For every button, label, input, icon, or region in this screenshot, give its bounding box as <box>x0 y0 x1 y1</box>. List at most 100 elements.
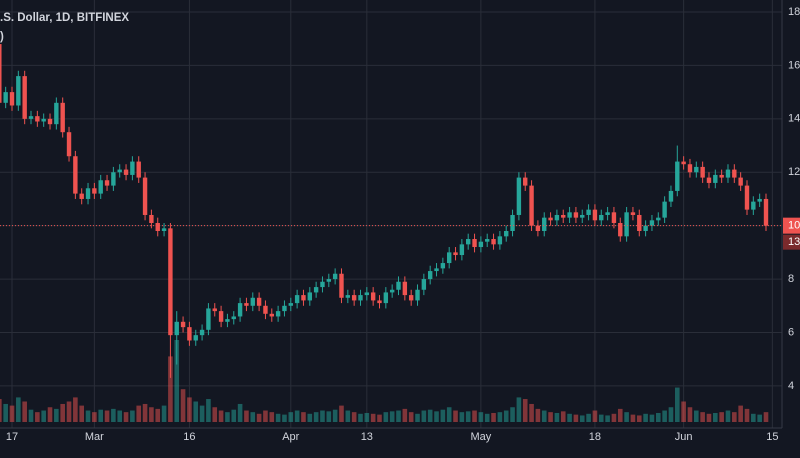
candle-body <box>510 214 515 232</box>
volume-bar <box>332 409 338 422</box>
candle-body <box>491 239 496 245</box>
volume-bar <box>231 409 237 422</box>
volume-bar <box>66 401 72 422</box>
volume-bar <box>592 410 598 422</box>
candle-body <box>130 161 135 175</box>
candle-body <box>681 161 686 165</box>
volume-bar <box>630 414 636 422</box>
candle-body <box>161 228 167 232</box>
candle-body <box>294 295 300 304</box>
volume-bar <box>713 412 718 422</box>
countdown-label: 13 <box>788 236 800 248</box>
volume-bar <box>465 411 471 422</box>
candle-body <box>668 190 674 202</box>
candle-body <box>225 319 230 322</box>
candle-body <box>364 292 370 296</box>
grid <box>0 0 782 428</box>
candle-body <box>694 166 699 173</box>
candle-body <box>421 279 427 290</box>
volume-bar <box>3 403 8 422</box>
candle-body <box>383 292 389 304</box>
candle-body <box>35 116 40 122</box>
volume-bar <box>751 413 756 422</box>
candle-body <box>60 102 65 133</box>
candle-body <box>446 252 452 264</box>
volume-bar <box>294 410 300 422</box>
candle-body <box>339 273 344 298</box>
y-tick-label: 8 <box>788 273 794 285</box>
volume-bar <box>636 415 642 422</box>
candle-body <box>180 321 186 328</box>
candles <box>0 44 769 378</box>
volume-bar <box>0 399 2 422</box>
candle-body <box>174 321 179 336</box>
volume-bar <box>541 410 547 422</box>
x-tick-label: 16 <box>183 431 195 443</box>
volume-bar <box>155 408 161 422</box>
candle-body <box>415 289 420 301</box>
candle-body <box>744 185 750 210</box>
volume-bar <box>510 407 515 422</box>
volume-bar <box>554 412 560 422</box>
candle-body <box>187 327 192 341</box>
volume-bar <box>364 412 370 422</box>
candle-body <box>47 118 53 125</box>
candle-body <box>662 201 667 218</box>
candle-body <box>504 231 509 237</box>
y-tick-label: 12 <box>788 166 800 178</box>
candle-body <box>466 239 471 245</box>
candle-body <box>675 161 680 191</box>
volume-bar <box>674 387 680 422</box>
candle-body <box>599 214 604 221</box>
volume-bar <box>598 414 604 422</box>
candle-body <box>732 169 737 178</box>
volume-bar <box>180 389 186 422</box>
candle-body <box>16 76 21 106</box>
candle-body <box>142 177 148 215</box>
volume-bar <box>22 401 27 422</box>
volume-bar <box>288 412 294 422</box>
x-tick-label: 17 <box>6 431 18 443</box>
volume-bar <box>681 401 686 422</box>
volume-bar <box>472 410 477 422</box>
last-price-box <box>783 217 800 234</box>
candle-body <box>713 174 718 183</box>
volume-pane <box>0 340 769 422</box>
x-tick-label: Mar <box>85 431 104 443</box>
volume-bar <box>136 405 142 422</box>
volume-bar <box>377 414 382 422</box>
volume-bar <box>104 410 110 422</box>
volume-bar <box>408 412 414 422</box>
volume-bar <box>611 413 617 422</box>
candle-body <box>212 308 217 312</box>
candle-body <box>307 292 312 301</box>
volume-bar <box>130 410 135 422</box>
chart-title: .S. Dollar, 1D, BITFINEX <box>0 12 129 24</box>
candle-body <box>358 295 363 301</box>
volume-bar <box>655 412 661 422</box>
candle-body <box>611 212 617 223</box>
volume-bar <box>624 412 629 422</box>
candle-body <box>377 300 382 304</box>
last-price-label: 10 <box>788 220 800 232</box>
axes: 468101214161817Mar16Apr13May18Jun151013 <box>0 6 800 443</box>
candle-body <box>757 198 762 202</box>
volume-bar <box>187 397 192 422</box>
x-tick-label: Jun <box>675 431 693 443</box>
candle-body <box>41 118 46 122</box>
candle-body <box>751 201 756 210</box>
volume-bar <box>174 340 180 422</box>
candle-body <box>542 217 547 232</box>
candle-body <box>630 212 636 215</box>
volume-bar <box>237 403 243 422</box>
candle-body <box>275 311 281 317</box>
candle-body <box>98 180 103 194</box>
volume-bar <box>9 405 15 422</box>
volume-bar <box>307 413 313 422</box>
candle-body <box>149 214 154 223</box>
candle-body <box>402 281 408 296</box>
volume-bar <box>605 415 610 422</box>
volume-bar <box>193 401 199 422</box>
volume-bar <box>218 410 224 422</box>
volume-bar <box>535 408 541 422</box>
